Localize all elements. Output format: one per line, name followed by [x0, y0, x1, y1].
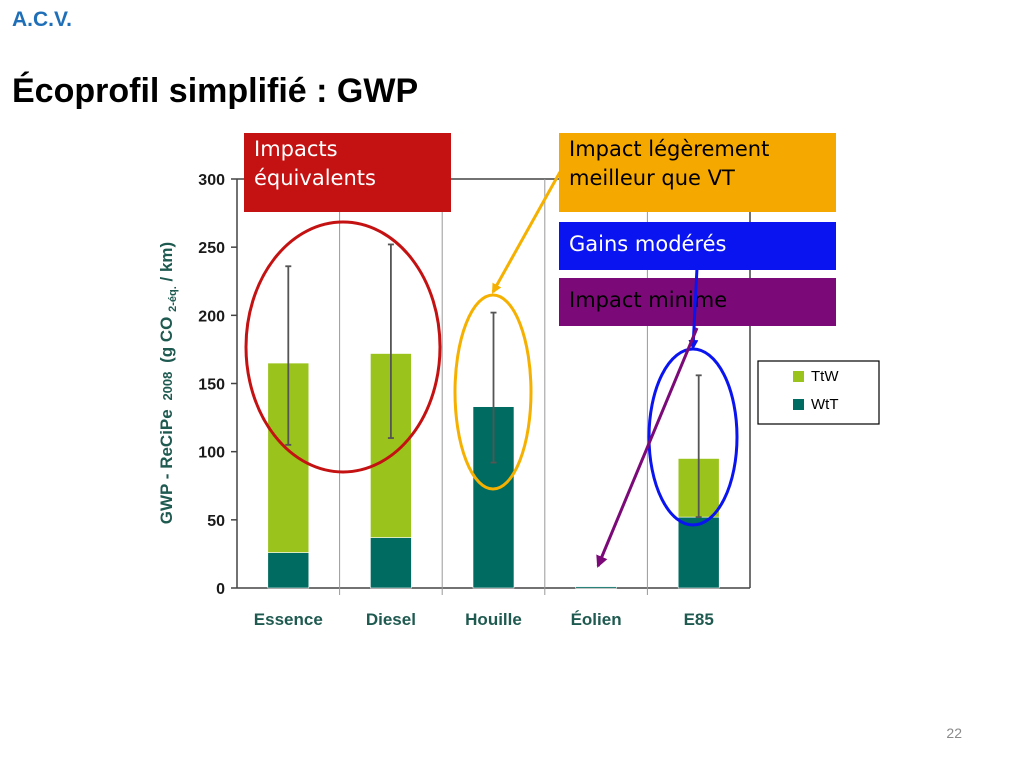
legend-box: [757, 360, 880, 425]
y-tick-label: 50: [207, 513, 225, 530]
ellipse-houille: [453, 293, 533, 491]
bar-wtt-0: [267, 552, 310, 589]
y-axis-label-main: GWP - ReCiPe: [157, 409, 176, 524]
callout-minimal-impact-text: Impact minime: [569, 288, 728, 312]
callout-moderate-gains-text: Gains modérés: [569, 232, 727, 256]
y-tick-label: 150: [198, 377, 225, 394]
bar-wtt-3: [575, 586, 617, 589]
bar-wtt-4: [677, 516, 720, 589]
x-tick-label: Éolien: [571, 610, 622, 629]
legend-swatch-ttw: [793, 371, 804, 382]
y-tick-label: 0: [216, 581, 225, 598]
y-axis-label: GWP - ReCiPe 2008 (g CO 2-éq. / km): [157, 242, 180, 524]
y-axis-label-year: 2008: [160, 372, 175, 401]
callout-slightly-better: Impact légèrement meilleur que VT: [559, 133, 836, 212]
y-tick-label: 100: [198, 445, 225, 462]
y-axis-label-unit-end: / km): [157, 242, 176, 282]
y-axis-label-unit: (g CO: [157, 317, 176, 363]
callout-impacts-equivalents-line1: Impacts: [254, 137, 338, 161]
legend-label-ttw: TtW: [811, 368, 839, 385]
y-axis-label-sub: 2-éq.: [167, 286, 179, 312]
legend: TtW WtT: [757, 360, 880, 425]
callout-impacts-equivalents: Impacts équivalents: [244, 133, 451, 212]
y-tick-label: 250: [198, 240, 225, 257]
callout-moderate-gains: Gains modérés: [559, 222, 836, 270]
x-tick-label: Essence: [254, 610, 323, 629]
section-header: A.C.V.: [12, 8, 72, 31]
callout-impacts-equivalents-line2: équivalents: [254, 166, 376, 190]
y-tick-label: 300: [198, 172, 225, 189]
slide-number: 22: [946, 725, 962, 741]
callout-slightly-better-line1: Impact légèrement: [569, 137, 770, 161]
x-tick-label: E85: [684, 610, 714, 629]
callout-slightly-better-line2: meilleur que VT: [569, 166, 735, 190]
legend-label-wtt: WtT: [811, 396, 839, 413]
y-tick-label: 200: [198, 308, 225, 325]
ellipse-essence-diesel: [244, 220, 442, 474]
bar-wtt-1: [370, 537, 412, 589]
x-tick-label: Houille: [465, 610, 522, 629]
slide-title: Écoprofil simplifié : GWP: [12, 72, 419, 110]
callout-minimal-impact: Impact minime: [559, 278, 836, 326]
arrow-to-houille: [491, 171, 562, 294]
x-tick-label: Diesel: [366, 610, 416, 629]
legend-swatch-wtt: [793, 399, 804, 410]
